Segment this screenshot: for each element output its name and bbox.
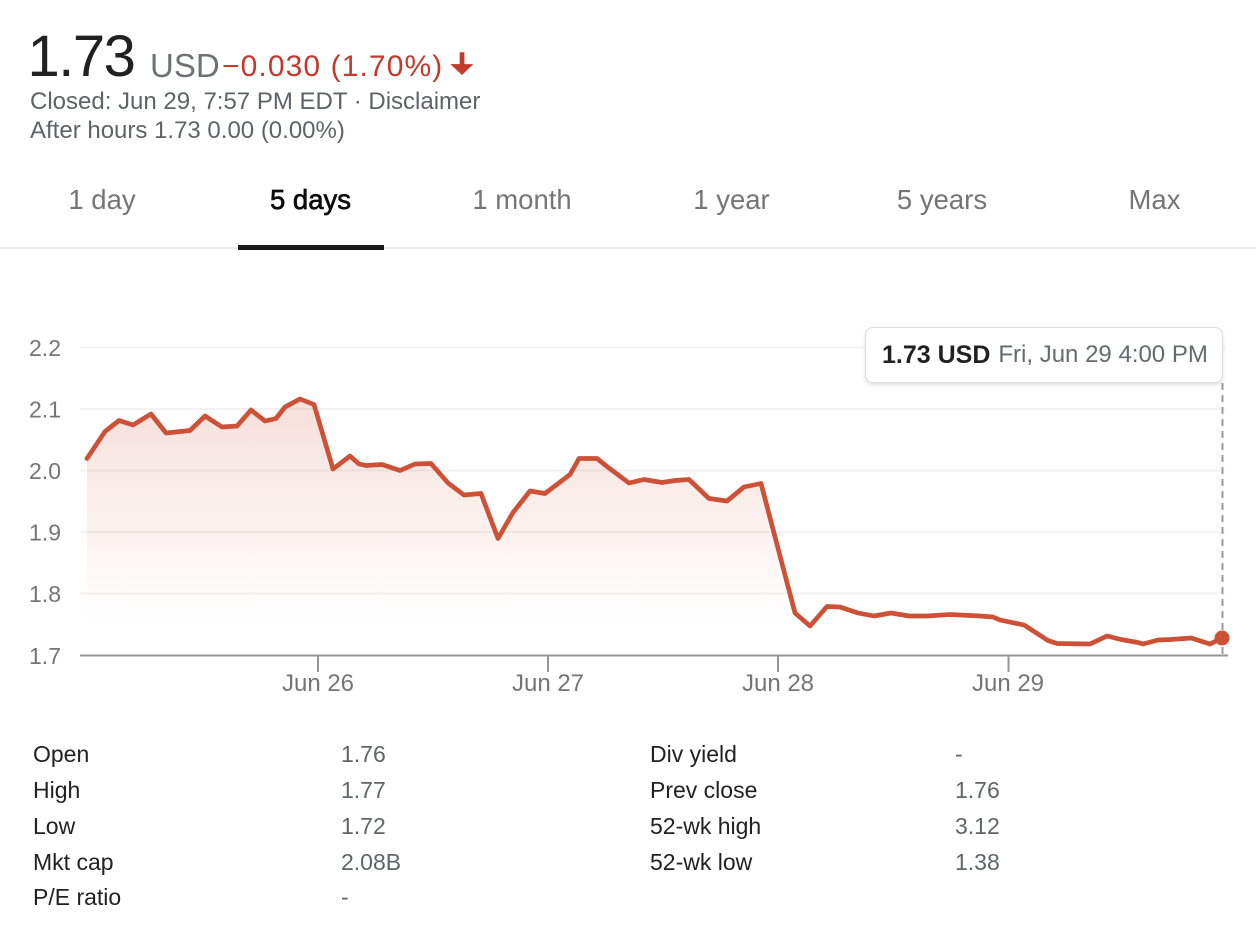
svg-text:2.0: 2.0 bbox=[29, 458, 61, 484]
svg-text:Jun 27: Jun 27 bbox=[512, 670, 584, 697]
svg-text:Jun 28: Jun 28 bbox=[742, 670, 814, 697]
svg-text:2.1: 2.1 bbox=[29, 396, 61, 422]
svg-text:2.2: 2.2 bbox=[29, 335, 61, 361]
svg-text:1.8: 1.8 bbox=[29, 581, 61, 607]
svg-text:Jun 26: Jun 26 bbox=[282, 670, 354, 697]
svg-text:1.7: 1.7 bbox=[29, 643, 61, 669]
svg-text:1.9: 1.9 bbox=[29, 519, 61, 545]
svg-text:Jun 29: Jun 29 bbox=[972, 670, 1044, 697]
